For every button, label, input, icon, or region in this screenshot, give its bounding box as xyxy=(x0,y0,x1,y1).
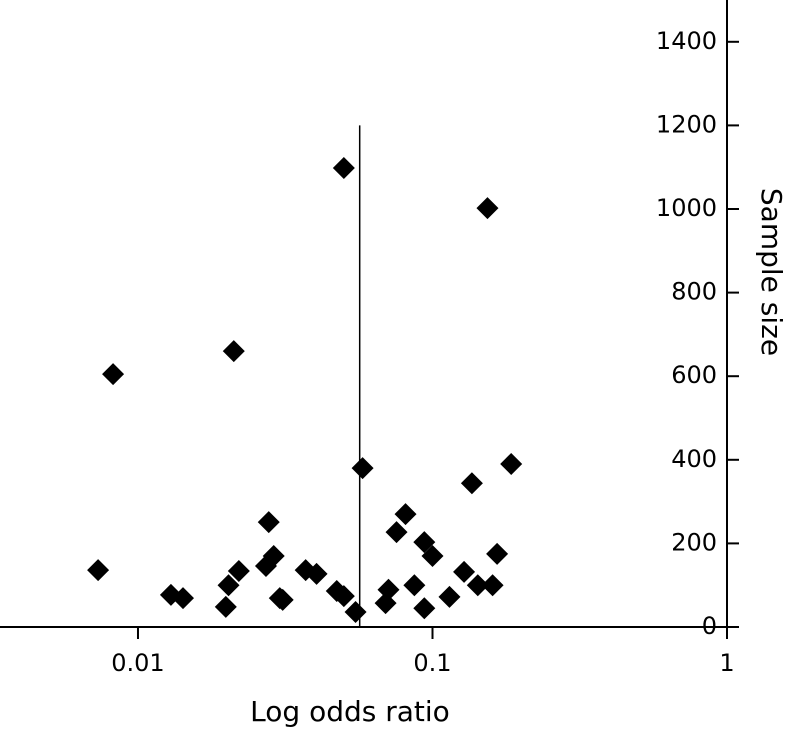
point xyxy=(257,511,280,534)
y-tick-label: 0 xyxy=(702,612,717,640)
point xyxy=(214,595,237,618)
point xyxy=(305,562,328,585)
y-tick-label: 600 xyxy=(671,361,717,389)
x-tick-label: 1 xyxy=(719,649,734,677)
point xyxy=(222,340,245,363)
point xyxy=(227,559,250,582)
y-tick-label: 1200 xyxy=(656,110,717,138)
point xyxy=(332,157,355,180)
point xyxy=(102,363,125,386)
y-tick-label: 800 xyxy=(671,278,717,306)
point xyxy=(453,560,476,583)
y-axis-label: Sample size xyxy=(755,188,788,356)
point xyxy=(413,597,436,620)
y-tick-label: 1000 xyxy=(656,194,717,222)
point xyxy=(481,574,504,597)
point xyxy=(500,452,523,475)
x-tick-label: 0.01 xyxy=(111,649,164,677)
point xyxy=(172,587,195,610)
point xyxy=(271,588,294,611)
y-tick-label: 200 xyxy=(671,528,717,556)
point xyxy=(460,472,483,495)
x-axis-label: Log odds ratio xyxy=(250,695,450,728)
point xyxy=(476,197,499,220)
y-tick-label: 1400 xyxy=(656,27,717,55)
point xyxy=(87,559,110,582)
point xyxy=(377,578,400,601)
point xyxy=(351,457,374,480)
x-tick-label: 0.1 xyxy=(413,649,451,677)
point xyxy=(403,574,426,597)
point xyxy=(262,544,285,567)
point xyxy=(421,544,444,567)
point xyxy=(466,574,489,597)
y-tick-label: 400 xyxy=(671,445,717,473)
point xyxy=(217,574,240,597)
point xyxy=(344,600,367,623)
point xyxy=(394,503,417,526)
point xyxy=(332,585,355,608)
point xyxy=(486,542,509,565)
point xyxy=(385,521,408,544)
point xyxy=(438,585,461,608)
